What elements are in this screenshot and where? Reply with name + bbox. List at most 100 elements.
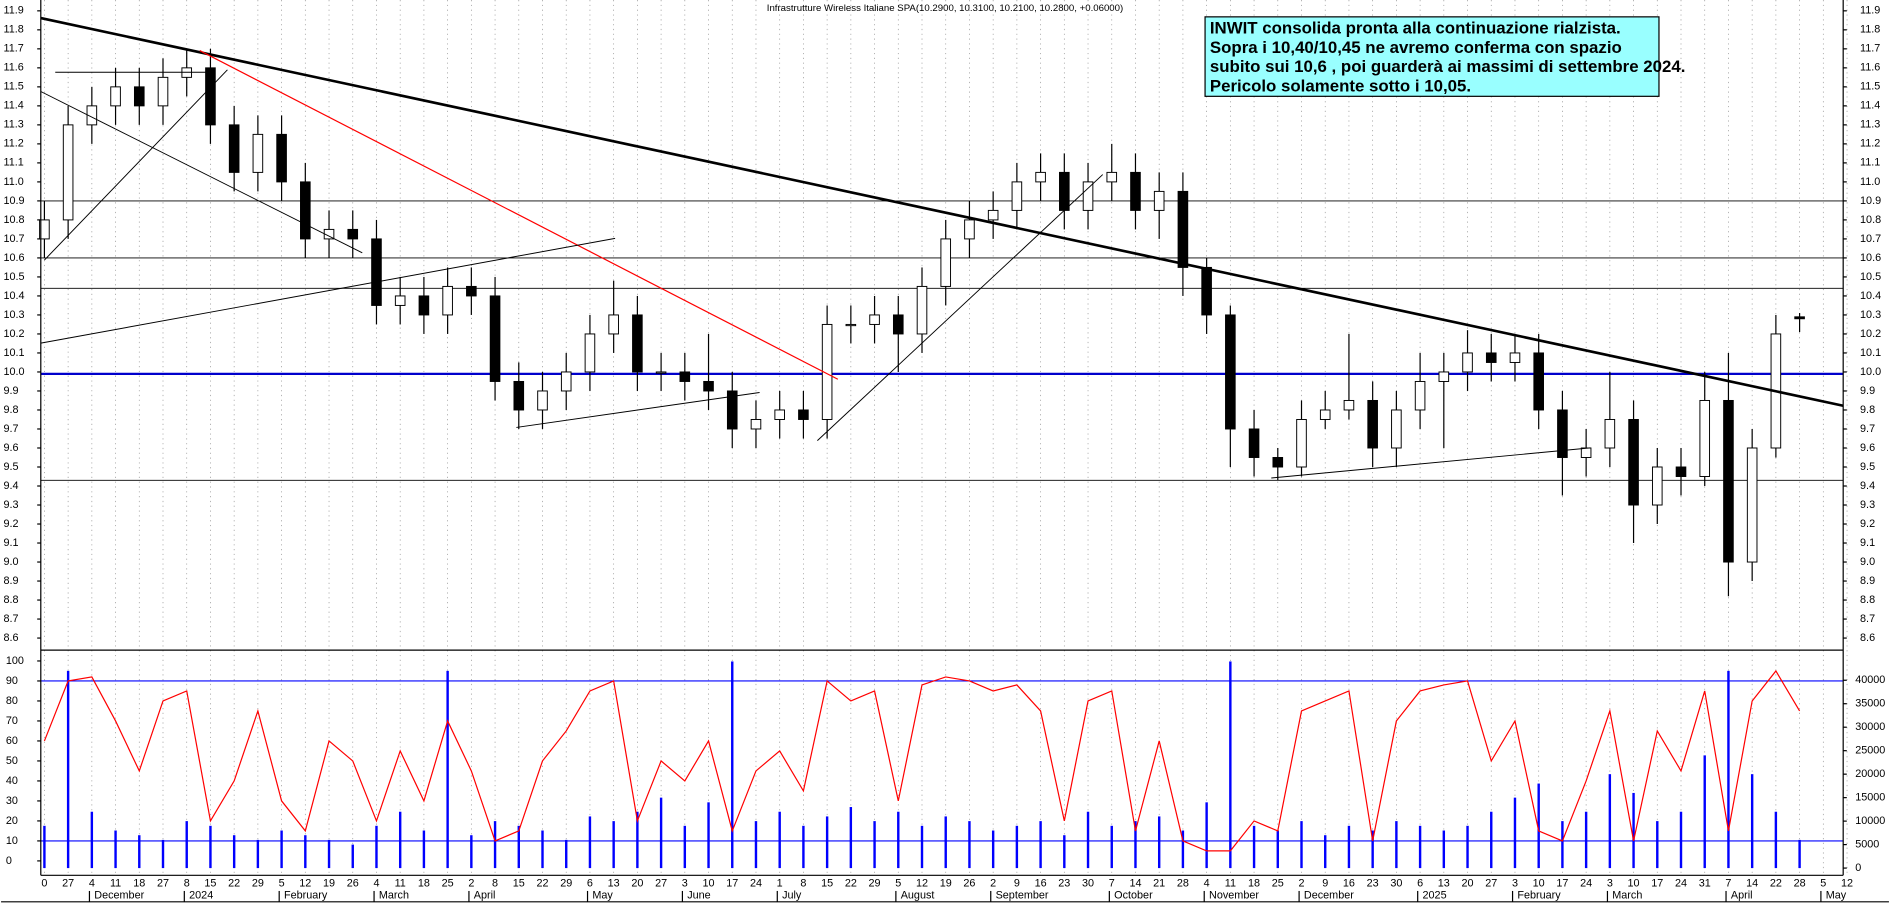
candle-body: [157, 76, 169, 107]
x-tick-label: 0: [41, 878, 47, 890]
y-tick-label: 10.0: [1860, 366, 1881, 378]
y-tick-label: 10.4: [1860, 290, 1881, 302]
y-tick-label: 11.3: [3, 119, 23, 131]
trendline: [40, 237, 616, 344]
volume-bar: [1347, 825, 1351, 869]
x-tick-label: 15: [513, 878, 525, 890]
x-tick-label: 29: [560, 878, 572, 890]
volume-bar: [256, 839, 260, 869]
y-tick-label: 9.8: [3, 404, 18, 416]
y-tick-label: 9.2: [1860, 518, 1875, 530]
y-tick-label: 40: [6, 775, 18, 787]
trendline: [817, 174, 1104, 442]
x-tick-label: 14: [1129, 878, 1141, 890]
volume-bar: [327, 839, 331, 869]
candle-body: [489, 295, 501, 382]
candle-body: [1699, 399, 1711, 477]
candle-body: [1462, 352, 1473, 373]
y-tick-label: 100: [6, 655, 24, 667]
x-tick-label: 28: [1177, 878, 1189, 890]
y-tick-label: 11.3: [1860, 119, 1880, 131]
y-tick-label: 10.6: [3, 252, 24, 264]
candle-body: [442, 285, 453, 316]
x-tick-label: 19: [940, 878, 952, 890]
y-tick-label: 20: [6, 815, 18, 827]
y-tick-label: 10.3: [3, 309, 24, 321]
candle-body: [110, 86, 121, 107]
candle-body: [940, 238, 952, 287]
volume-bar: [565, 839, 568, 869]
volume-bar: [849, 807, 853, 869]
volume-bar: [493, 821, 497, 869]
x-tick-label: 28: [1794, 878, 1806, 890]
y-tick-label: 9.7: [1860, 423, 1875, 435]
month-label: December: [94, 890, 144, 902]
y-tick-label: 9.4: [1860, 480, 1875, 492]
candle-body: [1557, 409, 1568, 458]
y-tick-label: 10.8: [1860, 214, 1881, 226]
candle-body: [703, 380, 714, 392]
volume-bar: [446, 670, 449, 869]
y-tick-label: 9.6: [1860, 442, 1875, 454]
volume-bar: [1750, 774, 1754, 869]
volume-bar: [707, 802, 710, 869]
x-tick-label: 14: [1746, 878, 1758, 890]
y-tick-label: 10.1: [3, 347, 24, 359]
x-tick-label: 8: [800, 878, 806, 890]
y2-tick-label: 35000: [1855, 698, 1885, 710]
y-tick-label: 10.2: [1860, 328, 1881, 340]
month-label: February: [1517, 890, 1561, 902]
candle-body: [1367, 399, 1378, 449]
volume-bar: [778, 811, 781, 869]
volume-bar: [1561, 821, 1564, 869]
month-label: November: [1209, 890, 1259, 902]
candle-body: [300, 181, 311, 240]
x-tick-label: 8: [492, 878, 498, 890]
volume-bar: [873, 821, 876, 869]
y2-tick-label: 10000: [1855, 815, 1885, 827]
candle-body: [726, 390, 738, 430]
volume-bar: [1632, 792, 1635, 869]
candle-body: [418, 295, 430, 316]
candle-body: [1414, 380, 1426, 411]
candle-body: [1794, 316, 1805, 320]
month-label: March: [379, 890, 409, 902]
x-tick-label: 20: [631, 878, 643, 890]
y-tick-label: 9.1: [3, 537, 18, 549]
volume-bar: [968, 821, 971, 869]
candle-body: [774, 409, 785, 420]
volume-bar: [280, 830, 283, 869]
volume-bar: [422, 830, 426, 869]
y-tick-label: 9.9: [1860, 385, 1875, 397]
x-tick-label: 31: [1699, 878, 1711, 890]
x-tick-label: 25: [1272, 878, 1284, 890]
y-tick-label: 11.2: [1860, 138, 1880, 150]
x-tick-label: 16: [1343, 878, 1355, 890]
volume-bar: [1229, 661, 1232, 869]
grid: 0 27 4 11 18 27 8 15 22 29 5 12 19 26 4 11 18 25 2 8 15 22 29 6…: [3, 0, 1885, 902]
x-tick-label: 18: [1248, 878, 1260, 890]
candle-body: [1296, 418, 1307, 468]
volume-bar: [659, 797, 663, 869]
month-label: February: [284, 890, 328, 902]
x-tick-label: 2: [1298, 878, 1304, 890]
y-tick-label: 11.1: [1860, 157, 1880, 169]
y-tick-label: 9.7: [3, 423, 18, 435]
volume-bar: [138, 835, 141, 869]
volume-bar: [1063, 835, 1066, 869]
candle-body: [1580, 447, 1592, 458]
month-label: 2024: [189, 890, 213, 902]
y-tick-label: 11.5: [3, 81, 23, 93]
candle-body: [62, 124, 74, 221]
y-tick-label: 11.9: [1860, 5, 1880, 17]
candle-body: [86, 105, 98, 126]
candle-body: [1533, 352, 1544, 411]
volume-bar: [161, 839, 165, 869]
volume-bar: [991, 830, 995, 869]
x-tick-label: 9: [1322, 878, 1328, 890]
candle-body: [892, 314, 904, 335]
x-tick-label: 27: [157, 878, 169, 890]
x-tick-label: 22: [845, 878, 857, 890]
y-tick-label: 9.5: [1860, 461, 1875, 473]
